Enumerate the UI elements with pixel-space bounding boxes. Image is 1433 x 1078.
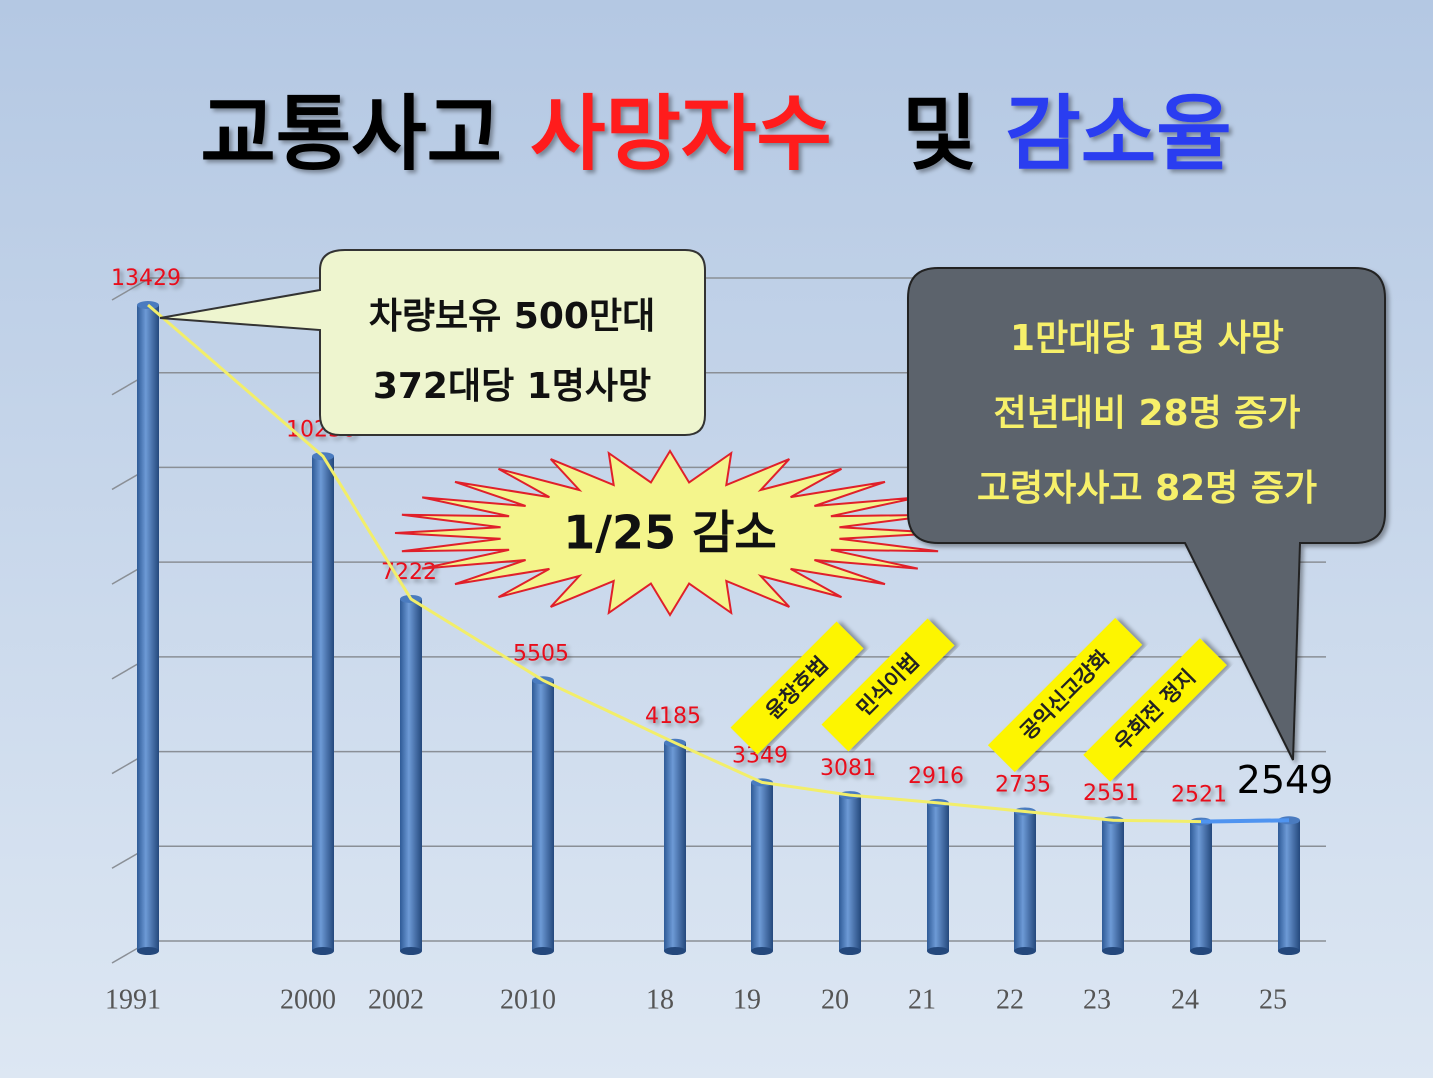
bar <box>1102 820 1124 951</box>
x-tick-label: 24 <box>1171 984 1199 1015</box>
bar-base <box>839 947 861 955</box>
x-tick-label: 1991 <box>105 984 161 1015</box>
bar-base <box>532 947 554 955</box>
callout-text: 372대당 1명사망 <box>373 366 651 407</box>
bar-base <box>137 947 159 955</box>
bar <box>664 742 686 951</box>
value-label: 13429 <box>111 266 181 291</box>
callout-text: 1만대당 1명 사망 <box>1010 318 1284 359</box>
value-label: 4185 <box>645 704 701 729</box>
bar <box>1014 811 1036 951</box>
bar <box>751 782 773 951</box>
x-tick-label: 19 <box>733 984 761 1015</box>
x-tick-label: 2002 <box>368 984 424 1015</box>
bar <box>1190 821 1212 951</box>
callout-right <box>907 267 1386 761</box>
x-tick-label: 20 <box>821 984 849 1015</box>
value-label: 2549 <box>1237 758 1334 802</box>
value-label: 2521 <box>1171 783 1227 808</box>
bar <box>927 802 949 951</box>
x-tick-label: 21 <box>908 984 936 1015</box>
burst-text: 1/25 감소 <box>563 506 776 560</box>
bar-base <box>1014 947 1036 955</box>
tag-box <box>821 618 955 752</box>
bar-base <box>400 947 422 955</box>
title-part: 교통사고 <box>200 87 502 182</box>
title-part: 사망자수 <box>530 87 832 182</box>
chart-title: 교통사고 사망자수 및 감소율 <box>200 87 1231 182</box>
x-tick-label: 2010 <box>500 984 556 1015</box>
callout-left <box>159 249 706 436</box>
bar-base <box>751 947 773 955</box>
trend-line <box>147 303 1202 824</box>
callout-text: 전년대비 28명 증가 <box>993 393 1300 434</box>
burst <box>394 449 946 617</box>
callout-text: 고령자사고 82명 증가 <box>977 468 1317 509</box>
value-label: 2735 <box>995 772 1051 797</box>
grid-floor <box>111 277 151 301</box>
bar-base <box>1102 947 1124 955</box>
value-label: 3081 <box>820 756 876 781</box>
title-part: 및 <box>902 87 977 182</box>
x-tick-label: 2000 <box>280 984 336 1015</box>
title-part: 감소율 <box>1005 87 1231 182</box>
value-label: 5505 <box>513 641 569 666</box>
value-label: 2916 <box>908 764 964 789</box>
trend-last-segment <box>1200 818 1290 824</box>
bar <box>1278 820 1300 951</box>
bar-base <box>1278 947 1300 955</box>
x-tick-label: 25 <box>1259 984 1287 1015</box>
bar <box>312 456 334 951</box>
tag-box <box>1083 638 1227 782</box>
bar-base <box>927 947 949 955</box>
bar-base <box>1190 947 1212 955</box>
bar <box>137 305 159 952</box>
tag-box <box>730 621 864 755</box>
bar-base <box>312 947 334 955</box>
bar <box>400 598 422 951</box>
bar <box>532 680 554 951</box>
value-label: 2551 <box>1083 781 1139 806</box>
x-tick-label: 22 <box>996 984 1024 1015</box>
bar-base <box>664 947 686 955</box>
x-tick-label: 18 <box>646 984 674 1015</box>
callout-text: 차량보유 500만대 <box>369 296 655 337</box>
x-tick-label: 23 <box>1083 984 1111 1015</box>
bar <box>839 795 861 951</box>
tag-box <box>987 617 1143 773</box>
